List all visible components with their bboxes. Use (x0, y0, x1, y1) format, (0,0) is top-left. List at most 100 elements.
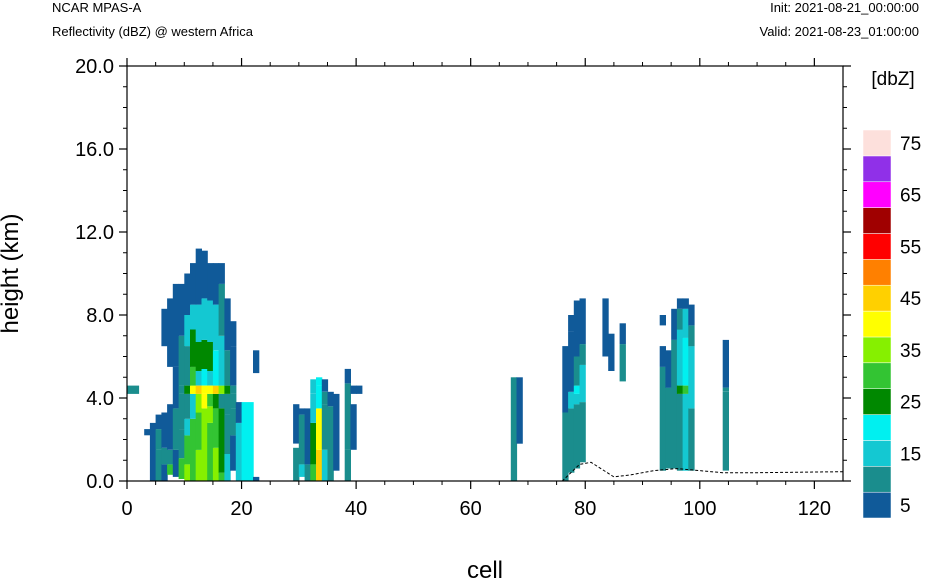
reflectivity-cell (722, 391, 729, 440)
reflectivity-cell (184, 346, 191, 386)
x-tick-label: 60 (460, 498, 482, 520)
plot-title: Reflectivity (dBZ) @ western Africa (52, 24, 254, 39)
reflectivity-cell (184, 464, 191, 481)
init-time: Init: 2021-08-21_00:00:00 (770, 0, 919, 15)
x-tick-label: 0 (121, 498, 132, 520)
reflectivity-cell (333, 393, 340, 471)
reflectivity-cells (127, 248, 729, 482)
reflectivity-cell (218, 393, 225, 409)
reflectivity-cell (218, 472, 225, 481)
reflectivity-cell (207, 422, 214, 481)
reflectivity-cell (184, 315, 191, 347)
reflectivity-cell (167, 464, 174, 475)
reflectivity-cell (207, 342, 214, 371)
y-tick-label: 20.0 (75, 56, 114, 78)
reflectivity-cell (161, 412, 168, 448)
reflectivity-cell (562, 412, 569, 481)
y-axis-title: height (km) (0, 213, 24, 333)
reflectivity-cell (161, 308, 168, 347)
reflectivity-cell (579, 298, 586, 345)
x-tick-label: 20 (230, 498, 252, 520)
y-tick-label: 0.0 (86, 471, 114, 493)
reflectivity-cell (568, 315, 575, 332)
reflectivity-cell (321, 404, 329, 450)
reflectivity-cell (568, 331, 575, 392)
reflectivity-cell (167, 404, 174, 450)
reflectivity-cell (241, 402, 254, 481)
reflectivity-cell (676, 308, 684, 330)
reflectivity-cell (344, 383, 351, 450)
colorbar-swatch (862, 414, 892, 441)
reflectivity-cell (155, 414, 162, 430)
reflectivity-cell (304, 464, 311, 481)
reflectivity-cell (224, 393, 231, 415)
x-tick-label: 80 (574, 498, 596, 520)
reflectivity-cell (310, 422, 317, 465)
reflectivity-cell (516, 377, 523, 444)
axes: 0 20 40 60 80 100 120 0.0 4.0 8.0 12.0 16.0 20.0 (75, 56, 851, 520)
reflectivity-cell (344, 449, 351, 481)
reflectivity-cell (676, 385, 684, 394)
x-tick-label: 40 (345, 498, 367, 520)
reflectivity-cell (218, 408, 225, 473)
reflectivity-cell (310, 464, 317, 481)
reflectivity-cell (212, 350, 220, 386)
reflectivity-cell (178, 393, 185, 430)
reflectivity-cell (195, 371, 202, 386)
reflectivity-cell (167, 298, 174, 367)
colorbar-label: 25 (900, 393, 921, 414)
reflectivity-cell (722, 439, 729, 471)
reflectivity-cell (230, 346, 237, 386)
reflectivity-cell (568, 408, 575, 473)
colorbar-swatch (862, 129, 892, 157)
reflectivity-cell (579, 402, 586, 463)
y-tick-label: 4.0 (86, 388, 114, 410)
reflectivity-cell (671, 308, 678, 340)
reflectivity-cell (195, 385, 202, 394)
reflectivity-cell (350, 385, 357, 394)
terrain-line (127, 461, 844, 482)
reflectivity-cell (224, 414, 231, 454)
reflectivity-cell (212, 385, 220, 394)
reflectivity-cell (230, 321, 237, 347)
reflectivity-cell (201, 250, 208, 299)
x-tick-label: 100 (683, 498, 716, 520)
reflectivity-cell (298, 464, 306, 477)
reflectivity-cell (722, 387, 729, 392)
reflectivity-cell (659, 346, 666, 367)
reflectivity-cell (144, 429, 151, 436)
reflectivity-cell (304, 408, 311, 440)
reflectivity-cell (161, 464, 168, 481)
reflectivity-cell (230, 435, 237, 471)
reflectivity-cell (224, 385, 231, 394)
reflectivity-cell (619, 323, 626, 345)
reflectivity-cell (293, 447, 300, 481)
reflectivity-cell (688, 304, 695, 326)
reflectivity-cell (167, 449, 174, 465)
reflectivity-cell (310, 379, 317, 394)
reflectivity-cell (224, 298, 231, 315)
reflectivity-cell (178, 458, 185, 479)
reflectivity-cell (568, 391, 575, 409)
colorbar-swatch (862, 284, 892, 312)
reflectivity-cell (201, 393, 208, 409)
reflectivity-cell (671, 339, 678, 369)
reflectivity-cell (327, 391, 334, 407)
colorbar-label: 55 (900, 237, 921, 258)
reflectivity-cell (619, 344, 626, 382)
reflectivity-cell (172, 366, 180, 409)
reflectivity-cell (253, 350, 260, 374)
reflectivity-cell (230, 385, 237, 394)
reflectivity-cell (224, 315, 231, 351)
colorbar-swatch (862, 259, 892, 286)
reflectivity-cell (676, 329, 684, 386)
colorbar-swatch (862, 491, 892, 519)
reflectivity-cell (321, 391, 329, 405)
valid-time: Valid: 2021-08-23_01:00:00 (759, 24, 920, 39)
reflectivity-cell (207, 406, 214, 423)
reflectivity-cell (562, 346, 569, 413)
reflectivity-cell (195, 412, 202, 450)
reflectivity-cell (212, 408, 220, 448)
reflectivity-cell (722, 339, 729, 388)
